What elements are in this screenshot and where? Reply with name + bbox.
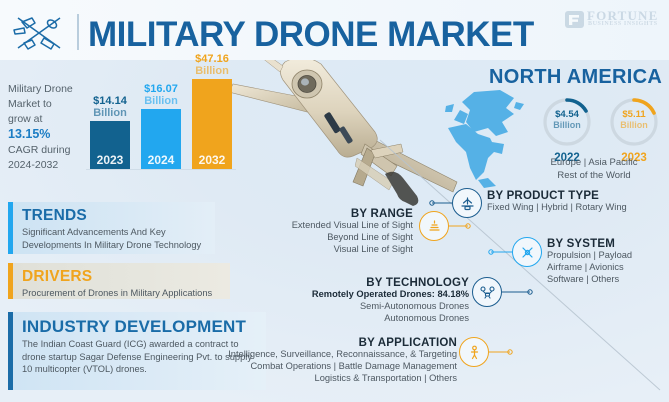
panel-industry-development[interactable]: INDUSTRY DEVELOPMENT The Indian Coast Gu… bbox=[8, 312, 266, 390]
system-gear-icon bbox=[521, 246, 533, 258]
bar-2024 bbox=[141, 109, 181, 169]
product-type-badge[interactable] bbox=[452, 188, 482, 218]
category-range: BY RANGE Extended Visual Line of Sight B… bbox=[292, 208, 413, 255]
donut-2023-unit: Billion bbox=[620, 120, 648, 130]
lead-line-2: Market to bbox=[8, 98, 52, 110]
panel-trends[interactable]: TRENDS Significant Advancements And Key … bbox=[8, 202, 215, 254]
range-item-2: Visual Line of Sight bbox=[333, 243, 413, 254]
donut-2022-unit: Billion bbox=[553, 120, 581, 130]
bar-year-2032: 2032 bbox=[198, 153, 226, 167]
header-background bbox=[0, 0, 669, 60]
application-item-0: Intelligence, Surveillance, Reconnaissan… bbox=[228, 349, 457, 359]
technology-item-highlight: Remotely Operated Drones: 84.18% bbox=[311, 289, 469, 299]
header-divider bbox=[77, 14, 79, 50]
other-regions: Europe | Asia Pacific Rest of the World bbox=[520, 157, 668, 182]
range-title: BY RANGE bbox=[350, 208, 413, 220]
category-technology: BY TECHNOLOGY Remotely Operated Drones: … bbox=[312, 277, 469, 324]
system-item-2: Software | Others bbox=[547, 273, 620, 284]
bar-unit-2024: Billion bbox=[144, 94, 178, 107]
panel-trends-accent bbox=[8, 202, 13, 254]
cagr-lead-text: Military Drone Market to grow at 13.15% … bbox=[8, 82, 86, 173]
market-size-bar-chart: $14.14 Billion 2023 $16.07 Billion 2024 … bbox=[86, 53, 236, 175]
panel-trends-text: Significant Advancements And Key Develop… bbox=[22, 227, 202, 250]
donut-2022-ring bbox=[543, 98, 591, 146]
region-title: NORTH AMERICA bbox=[489, 66, 663, 88]
technology-item-0: Semi-Autonomous Drones bbox=[359, 300, 469, 311]
product-type-item-0: Fixed Wing | Hybrid | Rotary Wing bbox=[487, 202, 627, 212]
category-product-type: BY PRODUCT TYPE Fixed Wing | Hybrid | Ro… bbox=[487, 190, 627, 214]
panel-industry-accent bbox=[8, 312, 13, 390]
other-regions-line-1: Europe | Asia Pacific bbox=[550, 157, 638, 168]
cagr-value: 13.15% bbox=[8, 127, 51, 141]
product-type-title: BY PRODUCT TYPE bbox=[487, 190, 600, 202]
application-title: BY APPLICATION bbox=[358, 337, 457, 349]
fortune-fb-logo-icon bbox=[565, 11, 584, 28]
application-item-2: Logistics & Transportation | Others bbox=[314, 372, 457, 383]
donut-2022-label: $4.54 Billion bbox=[541, 109, 593, 131]
drone-photo-secondary bbox=[355, 157, 419, 206]
drone-product-icon bbox=[460, 196, 474, 210]
technology-drone-icon bbox=[479, 285, 495, 299]
chart-baseline bbox=[86, 169, 236, 170]
panel-drivers-heading: DRIVERS bbox=[22, 268, 93, 285]
bar-group-2023[interactable]: $14.14 Billion 2023 bbox=[90, 95, 130, 169]
donut-2022-year: 2022 bbox=[554, 152, 580, 164]
logo-wordmark: FORTUNE bbox=[587, 8, 659, 23]
drone-outline-icon bbox=[13, 17, 61, 50]
bar-2023 bbox=[90, 121, 130, 169]
system-badge[interactable] bbox=[512, 237, 542, 267]
logo-tagline: BUSINESS INSIGHTS bbox=[588, 21, 658, 27]
range-item-0: Extended Visual Line of Sight bbox=[291, 220, 413, 230]
donut-2023[interactable]: $5.11 Billion bbox=[608, 96, 660, 148]
fortune-business-insights-logo[interactable]: FORTUNE BUSINESS INSIGHTS bbox=[565, 8, 663, 33]
lead-line-5: 2024-2032 bbox=[8, 159, 59, 171]
application-item-1: Combat Operations | Battle Damage Manage… bbox=[250, 360, 457, 371]
bar-unit-2032: Billion bbox=[195, 64, 229, 77]
lead-line-3: grow at bbox=[8, 113, 43, 125]
panel-trends-heading: TRENDS bbox=[22, 207, 87, 224]
bar-unit-2023: Billion bbox=[93, 106, 127, 119]
range-item-1: Beyond Line of Sight bbox=[327, 231, 413, 242]
technology-badge[interactable] bbox=[472, 277, 502, 307]
panel-industry-text: The Indian Coast Guard (ICG) awarded a c… bbox=[22, 339, 252, 375]
header: MILITARY DRONE MARKET FORTUNE BUSINESS I… bbox=[0, 0, 669, 60]
range-signal-icon bbox=[428, 219, 440, 231]
bar-year-2023: 2023 bbox=[96, 153, 124, 167]
donut-2022[interactable]: $4.54 Billion bbox=[541, 96, 593, 148]
bar-label-2032: $47.16 Billion bbox=[195, 53, 229, 77]
panel-industry-heading: INDUSTRY DEVELOPMENT bbox=[22, 317, 247, 336]
page-title: MILITARY DRONE MARKET bbox=[88, 15, 534, 54]
technology-item-1: Autonomous Drones bbox=[384, 312, 469, 323]
technology-title: BY TECHNOLOGY bbox=[366, 277, 469, 289]
bar-2032 bbox=[192, 79, 232, 169]
north-america-map-icon bbox=[445, 90, 524, 188]
category-application: BY APPLICATION Intelligence, Surveillanc… bbox=[228, 337, 457, 384]
system-title: BY SYSTEM bbox=[547, 238, 616, 250]
donut-2023-year: 2023 bbox=[621, 152, 647, 164]
lead-line-4: CAGR during bbox=[8, 144, 71, 156]
panel-drivers[interactable]: DRIVERS Procurement of Drones in Militar… bbox=[8, 263, 230, 299]
system-item-1: Airframe | Avionics bbox=[547, 261, 624, 272]
lead-line-1: Military Drone bbox=[8, 83, 73, 95]
range-badge[interactable] bbox=[419, 211, 449, 241]
panel-drivers-text: Procurement of Drones in Military Applic… bbox=[22, 288, 213, 298]
bar-label-2023: $14.14 Billion bbox=[93, 95, 127, 119]
bar-label-2024: $16.07 Billion bbox=[144, 83, 178, 107]
application-badge[interactable] bbox=[459, 337, 489, 367]
application-soldier-icon bbox=[470, 345, 478, 359]
bar-group-2032[interactable]: $47.16 Billion 2032 bbox=[192, 53, 232, 169]
bar-group-2024[interactable]: $16.07 Billion 2024 bbox=[141, 83, 181, 169]
other-regions-line-2: Rest of the World bbox=[557, 169, 631, 181]
category-system: BY SYSTEM Propulsion | Payload Airframe … bbox=[547, 238, 632, 285]
donut-2023-ring bbox=[610, 98, 658, 146]
donut-2023-label: $5.11 Billion bbox=[608, 109, 660, 131]
system-item-0: Propulsion | Payload bbox=[547, 250, 633, 260]
panel-drivers-accent bbox=[8, 263, 13, 299]
bar-year-2024: 2024 bbox=[147, 153, 175, 167]
